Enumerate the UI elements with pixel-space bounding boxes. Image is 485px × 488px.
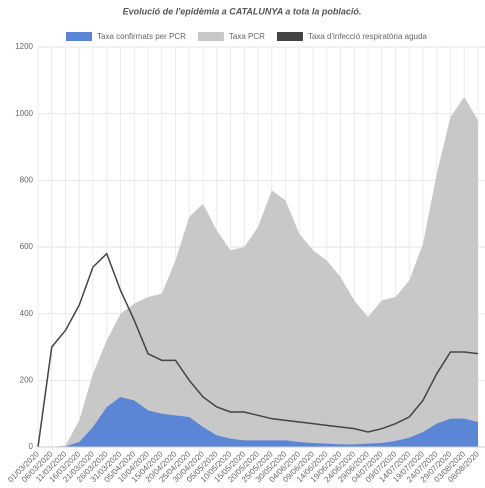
- y-tick-label: 800: [20, 175, 34, 184]
- line: [37, 252, 479, 448]
- legend-label: Taxa PCR: [229, 32, 265, 41]
- y-tick-label: 200: [20, 375, 34, 384]
- legend-swatch: [66, 32, 92, 41]
- area: [38, 97, 478, 447]
- y-tick-label: 1000: [15, 109, 33, 118]
- area: [38, 397, 478, 447]
- legend-label: Taxa d'infecció respiratòria aguda: [308, 32, 427, 41]
- legend-label: Taxa confirmats per PCR: [97, 32, 186, 41]
- legend-swatch: [197, 32, 224, 41]
- chart-title: Evolució de l'epidèmia a CATALUNYA a tot…: [123, 6, 362, 16]
- y-tick-label: 1200: [15, 42, 33, 51]
- y-tick-label: 0: [29, 442, 34, 451]
- y-tick-label: 400: [20, 309, 34, 318]
- legend-swatch: [276, 32, 303, 41]
- y-tick-label: 600: [20, 242, 34, 251]
